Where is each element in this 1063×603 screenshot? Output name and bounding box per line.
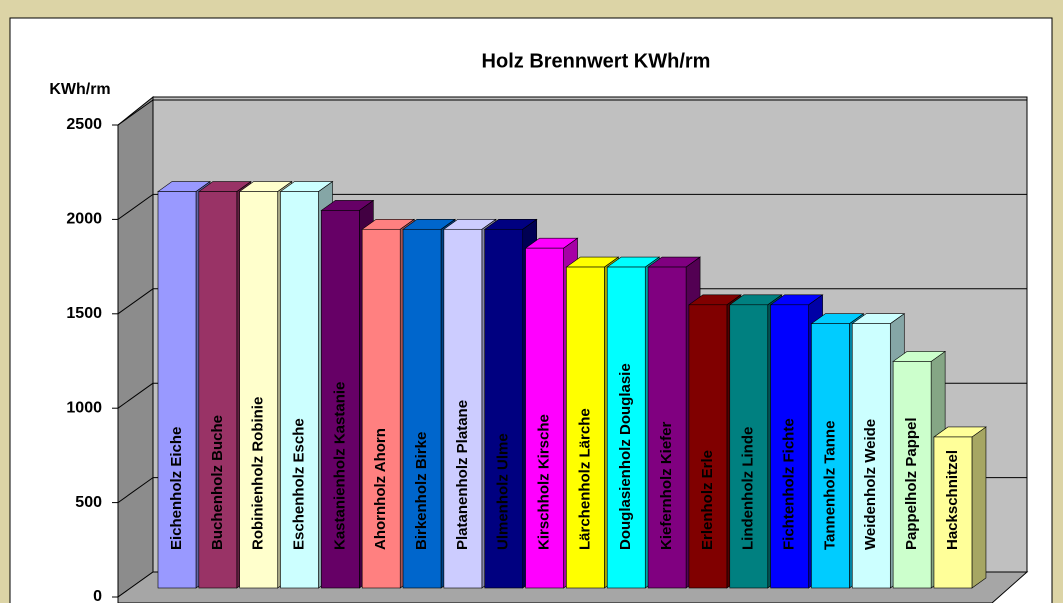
grid-line xyxy=(117,193,154,220)
bar xyxy=(402,228,442,589)
grid-line xyxy=(117,99,154,126)
bar xyxy=(729,304,769,589)
grid-line xyxy=(117,288,154,315)
bar-side-shade xyxy=(971,426,986,588)
bar-label: Lindenholz Linde xyxy=(740,427,757,550)
side-wall xyxy=(117,95,154,598)
bar xyxy=(443,228,483,589)
bar xyxy=(361,228,401,589)
bar xyxy=(566,266,605,589)
bar-label: Kastanienholz Kastanie xyxy=(331,382,348,550)
bar-label: Ulmenholz Ulme xyxy=(495,433,512,550)
bar-label: Lärchenholz Lärche xyxy=(576,408,593,550)
grid-line xyxy=(117,382,154,409)
bar xyxy=(933,436,973,589)
bar xyxy=(157,191,197,589)
bar-label: Eichenholz Eiche xyxy=(168,427,185,550)
y-tick-label: 0 xyxy=(93,588,102,603)
bar xyxy=(239,191,278,589)
bar xyxy=(851,323,891,589)
bar-label: Buchenholz Buche xyxy=(209,415,226,550)
y-tick-label: 2500 xyxy=(66,116,102,133)
y-axis-label: KWh/rm xyxy=(49,81,110,98)
bar-label: Douglasienholz Douglasie xyxy=(617,363,634,550)
bar xyxy=(484,228,524,589)
bar-label: Platanenholz Platane xyxy=(454,400,471,550)
bar-label: Tannenholz Tanne xyxy=(821,421,838,550)
grid-line xyxy=(117,477,154,504)
bar xyxy=(688,304,728,589)
bar-label: Birkenholz Birke xyxy=(413,432,430,550)
bar-label: Pappelholz Pappel xyxy=(903,417,920,550)
y-tick-label: 2000 xyxy=(66,211,102,228)
bar-label: Erlenholz Erle xyxy=(699,450,716,550)
bar-label: Weidenholz Weide xyxy=(862,419,879,550)
bar-label: Ahornholz Ahorn xyxy=(372,428,389,550)
bar-label: Kirschholz Kirsche xyxy=(536,414,553,550)
bar xyxy=(647,266,687,589)
bar xyxy=(811,323,850,589)
bar-label: Fichtenholz Fichte xyxy=(781,418,798,550)
bar xyxy=(321,210,360,589)
bar-label: Eschenholz Esche xyxy=(290,418,307,550)
bar xyxy=(770,304,809,589)
bar-label: Hackschnitzel xyxy=(944,450,961,550)
y-tick-label: 1500 xyxy=(66,305,102,322)
bar-label: Kiefernholz Kiefer xyxy=(658,421,675,550)
y-tick-label: 500 xyxy=(75,494,102,511)
bar xyxy=(606,266,646,589)
chart-title: Holz Brennwert KWh/rm xyxy=(482,50,711,72)
bar xyxy=(280,191,319,589)
y-tick-label: 1000 xyxy=(66,399,102,416)
bar xyxy=(525,247,564,589)
bar xyxy=(892,361,932,589)
bar xyxy=(198,191,238,589)
bar-label: Robinienholz Robinie xyxy=(250,397,267,550)
